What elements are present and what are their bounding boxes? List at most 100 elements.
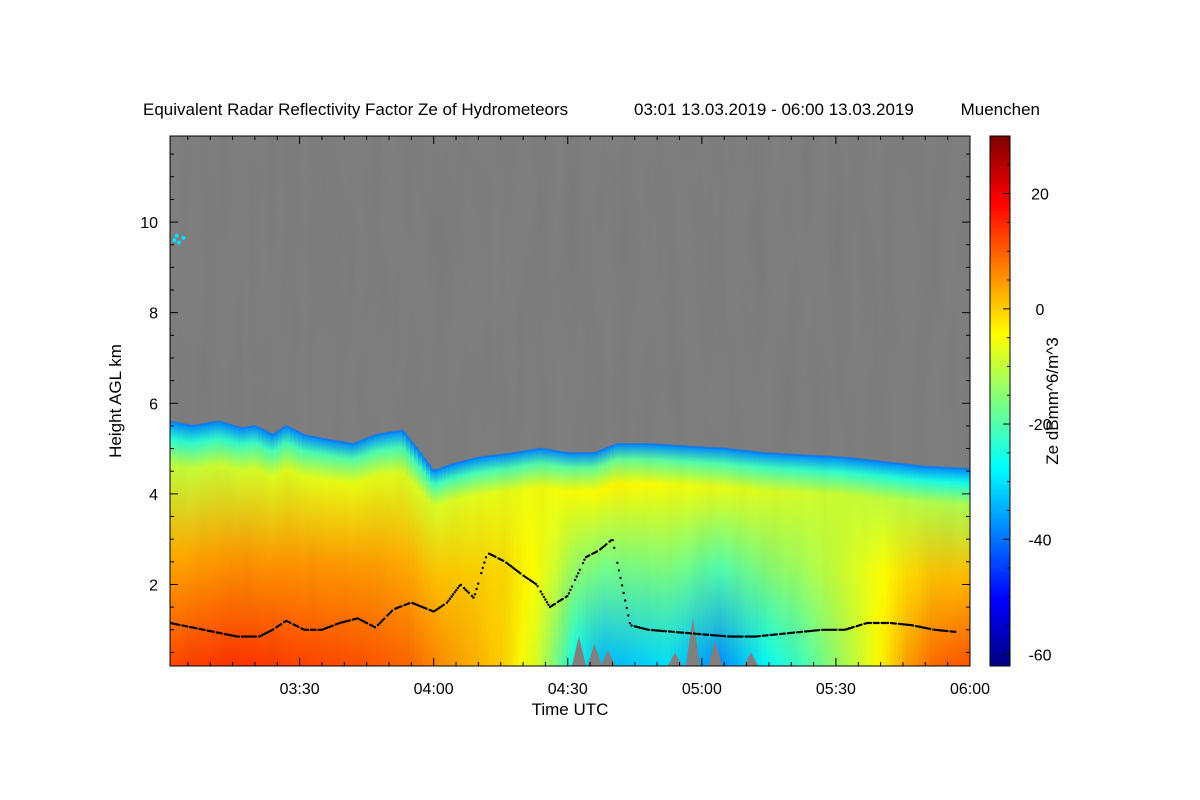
cloud-base-point	[456, 586, 459, 590]
cloud-base-point	[622, 591, 625, 595]
x-tick-label: 05:30	[816, 681, 856, 698]
cloud-base-point	[911, 624, 915, 627]
cloud-base-point	[464, 588, 467, 591]
cloud-base-point	[627, 614, 630, 617]
cloud-base-point	[628, 621, 632, 625]
cloud-base-point	[502, 559, 505, 562]
chart-period: 03:01 13.03.2019 - 06:00 13.03.2019	[634, 100, 914, 119]
x-tick-label: 06:00	[950, 681, 990, 698]
gap-region	[587, 643, 602, 666]
cloud-base-point	[818, 628, 821, 632]
gap-region	[667, 652, 683, 666]
cloud-base-point	[450, 595, 453, 598]
cloud-base-point	[647, 628, 650, 631]
cloud-base-point	[451, 593, 455, 596]
cloud-base-point	[386, 614, 389, 617]
cloud-base-point	[387, 612, 391, 616]
gap-region	[743, 652, 759, 666]
x-tick-label: 04:30	[548, 681, 588, 698]
cloud-base-point	[425, 607, 428, 610]
cloud-base-point	[852, 625, 855, 629]
colorbar-label: Ze dBmm^6/m^3	[1043, 337, 1062, 464]
cloud-base-point	[473, 593, 477, 596]
cloud-base-point	[408, 602, 411, 605]
cloud-base-point	[220, 632, 223, 635]
sparse-echo-point	[172, 238, 177, 243]
cloud-base-point	[542, 595, 546, 599]
cloud-base-point	[289, 621, 292, 625]
colorbar-tick-label: 20	[1031, 187, 1049, 204]
sparse-echo-points	[172, 233, 186, 245]
cloud-base-point	[766, 634, 769, 637]
cloud-base-point	[455, 589, 458, 592]
y-tick-label: 10	[140, 215, 158, 232]
cloud-base-point	[445, 601, 449, 604]
cloud-base-points	[170, 539, 957, 638]
cloud-base-point	[573, 578, 577, 582]
cloud-base-point	[553, 602, 556, 606]
echo-top-boundary	[170, 420, 970, 473]
colorbar	[989, 135, 1011, 667]
gap-region	[685, 618, 701, 666]
cloud-base-point	[946, 629, 949, 633]
cloud-base-point	[547, 603, 550, 606]
cloud-base-point	[373, 626, 377, 629]
cloud-base-point	[534, 583, 538, 586]
cloud-base-point	[929, 627, 932, 631]
cloud-base-point	[376, 623, 380, 627]
cloud-base-point	[483, 561, 486, 564]
cloud-base-point	[741, 635, 744, 638]
cloud-base-point	[869, 621, 872, 625]
cloud-base-point	[389, 611, 392, 614]
cloud-base-point	[536, 585, 539, 588]
cloud-base-point	[664, 630, 668, 633]
cloud-base-point	[611, 539, 614, 542]
y-tick-label: 4	[149, 487, 158, 504]
cloud-base-point	[195, 627, 198, 630]
cloud-base-point	[383, 617, 386, 620]
cloud-base-point	[605, 543, 608, 546]
cloud-base-point	[390, 609, 394, 612]
y-tick-label: 6	[149, 396, 158, 413]
cloud-base-point	[886, 621, 890, 625]
cloud-base-point	[467, 591, 470, 594]
cloud-base-point	[237, 635, 240, 638]
cloud-base-point	[480, 571, 483, 575]
y-tick-label: 2	[149, 577, 158, 594]
cloud-base-point	[481, 566, 484, 570]
cloud-base-point	[672, 630, 675, 634]
cloud-base-point	[279, 623, 283, 626]
cloud-base-point	[459, 583, 463, 587]
cloud-base-point	[689, 632, 693, 635]
gap-region	[708, 641, 723, 666]
cloud-base-point	[254, 635, 258, 638]
plot-area	[170, 136, 970, 666]
cloud-base-point	[681, 631, 685, 634]
cloud-base-point	[613, 546, 616, 549]
cloud-base-point	[569, 588, 572, 592]
cloud-base-point	[595, 550, 599, 553]
colorbar-ticks: 20 0 -20 -40 -60	[1003, 135, 1052, 664]
cloud-base-point	[545, 601, 549, 604]
cloud-base-point	[600, 547, 603, 550]
cloud-base-point	[581, 561, 585, 565]
cloud-base-point	[877, 621, 880, 625]
cloud-base-point	[624, 599, 627, 602]
cloud-base-point	[331, 624, 334, 627]
cloud-base-point	[577, 572, 580, 575]
cloud-base-point	[792, 631, 796, 634]
cloud-base-point	[578, 568, 581, 571]
cloud-base-point	[588, 554, 591, 557]
cloud-base-point	[519, 572, 522, 575]
cloud-base-point	[539, 590, 542, 593]
chart-title: Equivalent Radar Reflectivity Factor Ze …	[143, 100, 568, 119]
cloud-base-point	[306, 628, 309, 631]
cloud-base-point	[380, 620, 383, 623]
cloud-base-point	[484, 556, 488, 559]
cloud-base-point	[561, 597, 564, 601]
x-tick-label: 05:00	[682, 681, 722, 698]
colorbar-tick-label: 0	[1036, 302, 1045, 319]
cloud-base-point	[800, 630, 804, 633]
x-tick-label: 04:00	[414, 681, 454, 698]
